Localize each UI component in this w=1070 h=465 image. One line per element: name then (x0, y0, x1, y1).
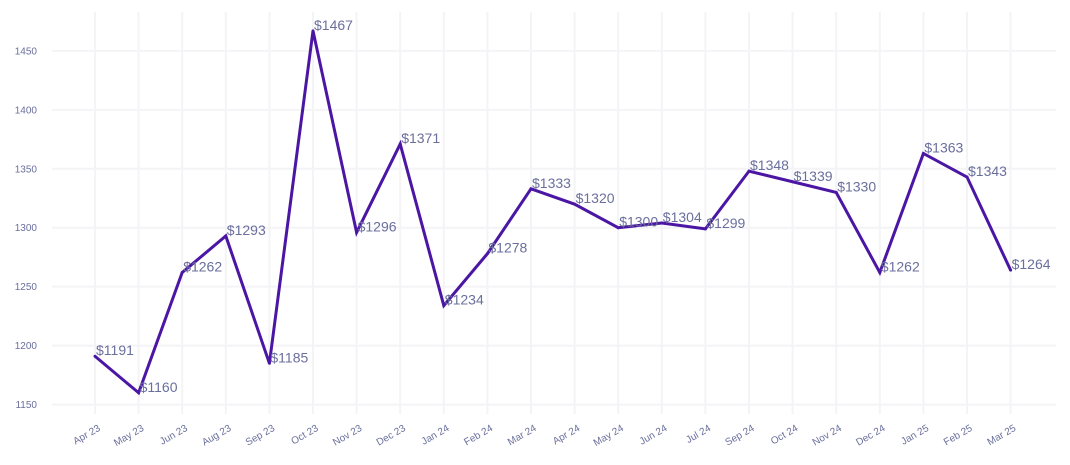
x-tick-label: Nov 23 (331, 423, 364, 449)
data-label: $1343 (968, 163, 1007, 179)
data-point (485, 252, 489, 256)
data-label: $1330 (837, 178, 876, 194)
data-point (267, 361, 271, 365)
x-tick-label: Apr 24 (551, 423, 582, 447)
data-label: $1234 (445, 292, 484, 308)
data-label: $1304 (663, 209, 702, 225)
data-label: $1296 (358, 218, 397, 234)
data-label: $1185 (270, 349, 308, 365)
series-line (94, 30, 1012, 396)
data-point (791, 180, 795, 184)
x-tick-label: Oct 24 (769, 423, 800, 447)
x-tick-label: Jan 25 (899, 423, 931, 448)
data-label: $1371 (401, 130, 440, 146)
x-tick-label: Feb 25 (942, 423, 975, 448)
data-label: $1278 (488, 240, 527, 256)
x-tick-label: Feb 24 (462, 423, 495, 448)
x-tick-label: Sep 24 (724, 423, 757, 449)
data-point (878, 271, 882, 275)
x-tick-label: Aug 23 (200, 423, 233, 449)
x-tick-label: Jan 24 (420, 423, 452, 448)
data-point (660, 221, 664, 225)
series-group (93, 29, 1013, 396)
x-axis: Apr 23 May 23 Jun 23 Aug 23 Sep 23 Oct 23 Nov … (71, 423, 1018, 449)
data-point (921, 151, 925, 155)
x-tick-label: Dec 24 (854, 423, 887, 449)
data-point (137, 391, 141, 395)
data-point (442, 304, 446, 308)
data-label: $1339 (794, 168, 833, 184)
x-tick-label: May 24 (592, 423, 626, 449)
data-label: $1467 (314, 17, 353, 33)
data-point (529, 187, 533, 191)
data-point (355, 230, 359, 234)
x-tick-label: Mar 25 (986, 423, 1019, 448)
data-labels: $1191 $1160 $1262 $1293 $1185 $1467 $1296 $1371… (96, 17, 1051, 395)
x-tick-label: Jun 23 (158, 423, 190, 448)
x-tick-label: Mar 24 (506, 423, 539, 448)
data-label: $1191 (96, 342, 134, 358)
y-tick-label: 1350 (15, 164, 38, 175)
x-tick-label: Apr 23 (71, 423, 102, 447)
data-label: $1320 (576, 190, 615, 206)
vertical-gridlines (94, 12, 1012, 414)
y-tick-label: 1200 (15, 341, 38, 352)
data-label: $1262 (881, 259, 920, 275)
data-point (965, 175, 969, 179)
horizontal-gridlines (52, 49, 1056, 406)
x-tick-label: Oct 23 (289, 423, 320, 447)
data-label: $1363 (924, 139, 963, 155)
data-point (180, 271, 184, 275)
data-point (93, 354, 97, 358)
data-point (311, 29, 315, 33)
x-tick-label: Nov 24 (811, 423, 844, 449)
data-point (703, 227, 707, 231)
x-tick-label: Dec 23 (375, 423, 408, 449)
y-tick-label: 1450 (15, 46, 38, 57)
data-label: $1299 (706, 215, 745, 231)
data-point (747, 169, 751, 173)
data-label: $1348 (750, 157, 789, 173)
x-tick-label: Sep 23 (244, 423, 277, 449)
x-tick-label: Jun 24 (638, 423, 670, 448)
data-point (834, 190, 838, 194)
y-tick-label: 1150 (15, 400, 37, 411)
y-tick-label: 1300 (15, 223, 38, 234)
data-label: $1264 (1012, 256, 1051, 272)
data-label: $1293 (227, 222, 266, 238)
y-tick-label: 1250 (15, 282, 38, 293)
x-tick-label: Jul 24 (684, 423, 713, 446)
data-point (573, 202, 577, 206)
data-point (224, 234, 228, 238)
data-label: $1262 (183, 259, 222, 275)
data-label: $1160 (140, 379, 178, 395)
data-label: $1333 (532, 175, 571, 191)
y-tick-label: 1400 (15, 105, 38, 116)
x-tick-label: May 23 (112, 423, 146, 449)
data-point (616, 226, 620, 230)
data-point (398, 142, 402, 146)
data-point (1009, 268, 1013, 272)
data-label: $1300 (619, 214, 658, 230)
y-axis: 1150 1200 1250 1300 1350 1400 1450 (15, 46, 38, 411)
